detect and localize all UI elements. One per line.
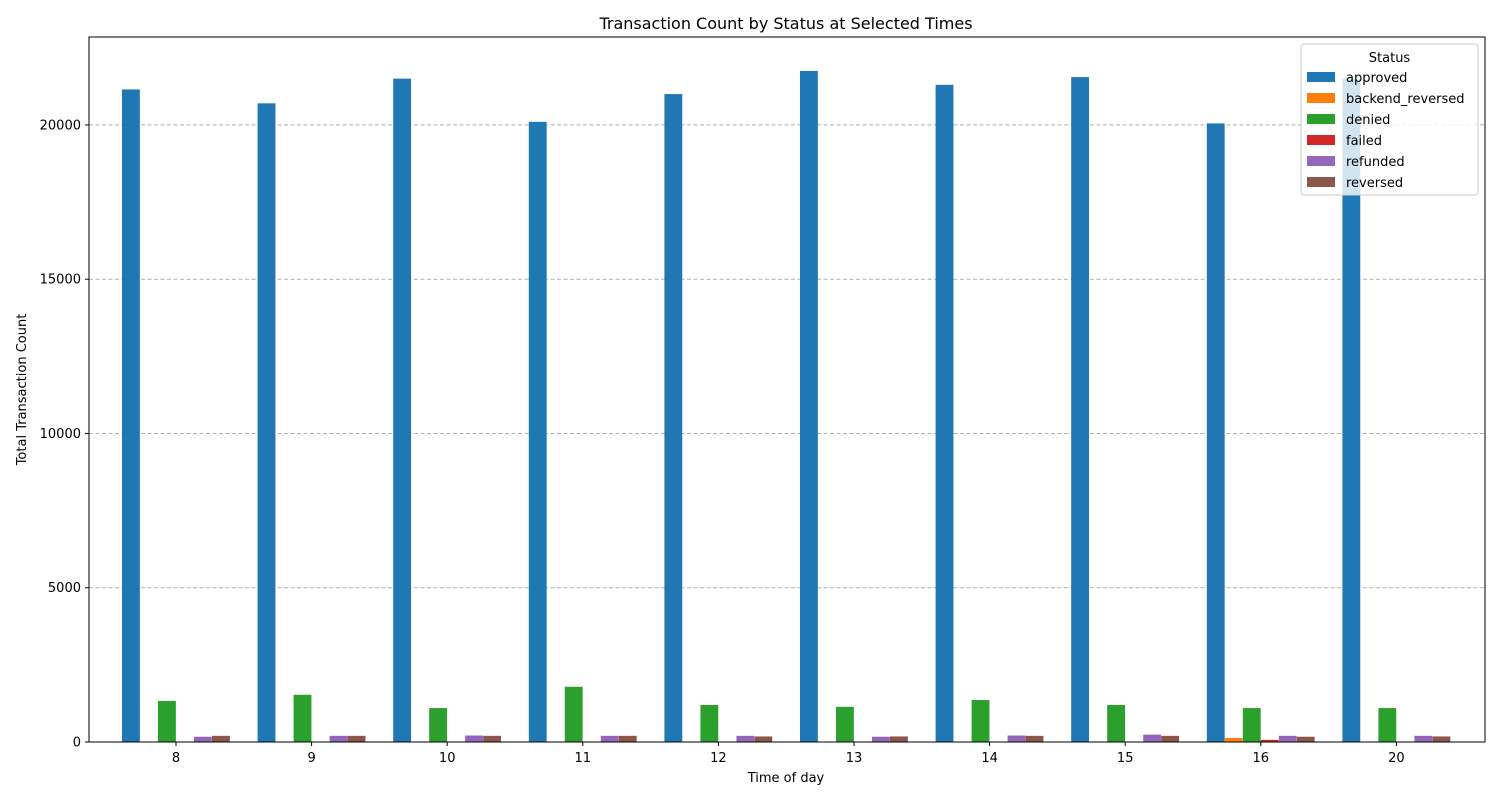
x-tick-label: 9 <box>307 751 315 766</box>
bar-denied-16 <box>1242 708 1261 742</box>
legend-swatch-failed <box>1307 135 1335 145</box>
bar-refunded-20 <box>1414 735 1433 742</box>
bar-reversed-14 <box>1025 735 1044 742</box>
x-tick-label: 13 <box>846 751 863 766</box>
bar-refunded-12 <box>736 735 755 742</box>
bar-reversed-10 <box>483 735 502 742</box>
bar-denied-12 <box>700 704 719 742</box>
x-tick-label: 15 <box>1117 751 1134 766</box>
chart-title: Transaction Count by Status at Selected … <box>598 14 972 33</box>
bar-reversed-8 <box>212 735 230 742</box>
bar-refunded-9 <box>329 735 348 742</box>
bar-reversed-9 <box>347 735 366 742</box>
legend-swatch-refunded <box>1307 156 1335 166</box>
bar-approved-14 <box>935 84 954 742</box>
x-tick-label: 12 <box>710 751 727 766</box>
x-tick-label: 8 <box>172 751 180 766</box>
bar-reversed-15 <box>1161 735 1180 742</box>
bar-denied-13 <box>836 706 854 742</box>
bar-approved-8 <box>122 89 140 743</box>
y-tick-label: 20000 <box>40 118 81 133</box>
legend-entry-refunded: refunded <box>1346 155 1405 170</box>
bar-refunded-13 <box>872 736 890 742</box>
plot-frame <box>88 36 1486 743</box>
legend-swatch-denied <box>1307 114 1335 124</box>
bar-approved-11 <box>528 121 547 743</box>
x-axis: 8 9 10 11 12 13 14 15 16 20 <box>172 742 1405 766</box>
legend-box <box>1300 43 1479 196</box>
bar-refunded-11 <box>600 735 619 742</box>
bar-approved-13 <box>800 70 818 743</box>
y-tick-label: 0 <box>73 736 81 751</box>
x-axis-label: Time of day <box>747 771 825 786</box>
legend-swatch-reversed <box>1307 177 1335 187</box>
legend-entry-denied: denied <box>1346 113 1390 128</box>
bar-refunded-8 <box>194 736 212 742</box>
bar-approved-16 <box>1206 123 1225 742</box>
bar-denied-15 <box>1107 704 1126 742</box>
grid-lines <box>89 124 1485 589</box>
bar-approved-9 <box>257 103 276 743</box>
bar-denied-11 <box>564 686 583 742</box>
x-tick-label: 10 <box>439 751 456 766</box>
y-axis-label: Total Transaction Count <box>15 314 30 467</box>
bar-refunded-16 <box>1278 735 1297 742</box>
bar-reversed-13 <box>890 736 908 742</box>
bar-approved-20 <box>1342 78 1361 742</box>
bar-approved-10 <box>393 78 412 742</box>
bar-failed-16 <box>1260 739 1279 742</box>
x-tick-label: 20 <box>1388 751 1405 766</box>
bar-approved-15 <box>1071 77 1090 743</box>
bar-denied-20 <box>1378 708 1397 742</box>
bar-approved-12 <box>664 94 683 742</box>
bar-backend_reversed-16 <box>1224 737 1243 742</box>
bars <box>122 70 1451 743</box>
bar-reversed-11 <box>618 735 637 742</box>
bar-refunded-15 <box>1143 734 1162 742</box>
x-tick-label: 16 <box>1253 751 1270 766</box>
y-tick-label: 15000 <box>40 273 81 288</box>
legend-entry-reversed: reversed <box>1346 176 1403 191</box>
x-tick-label: 11 <box>575 751 592 766</box>
bar-reversed-16 <box>1296 736 1315 742</box>
bar-reversed-12 <box>754 736 773 742</box>
bar-reversed-20 <box>1432 736 1451 742</box>
legend-entry-backend_reversed: backend_reversed <box>1346 92 1465 107</box>
legend-swatch-approved <box>1307 72 1335 82</box>
bar-refunded-14 <box>1007 735 1026 742</box>
y-axis: 0 5000 10000 15000 20000 <box>40 118 89 751</box>
bar-denied-10 <box>429 708 448 742</box>
legend-entry-approved: approved <box>1346 71 1407 86</box>
legend-swatch-backend_reversed <box>1307 93 1335 103</box>
bar-denied-14 <box>971 700 990 742</box>
y-tick-label: 10000 <box>40 427 81 442</box>
bar-refunded-10 <box>465 735 484 742</box>
legend-entry-failed: failed <box>1346 134 1382 149</box>
bar-denied-8 <box>158 700 176 742</box>
bar-denied-9 <box>293 694 312 742</box>
x-tick-label: 14 <box>981 751 998 766</box>
y-tick-label: 5000 <box>48 581 81 596</box>
legend-title: Status <box>1369 51 1411 66</box>
